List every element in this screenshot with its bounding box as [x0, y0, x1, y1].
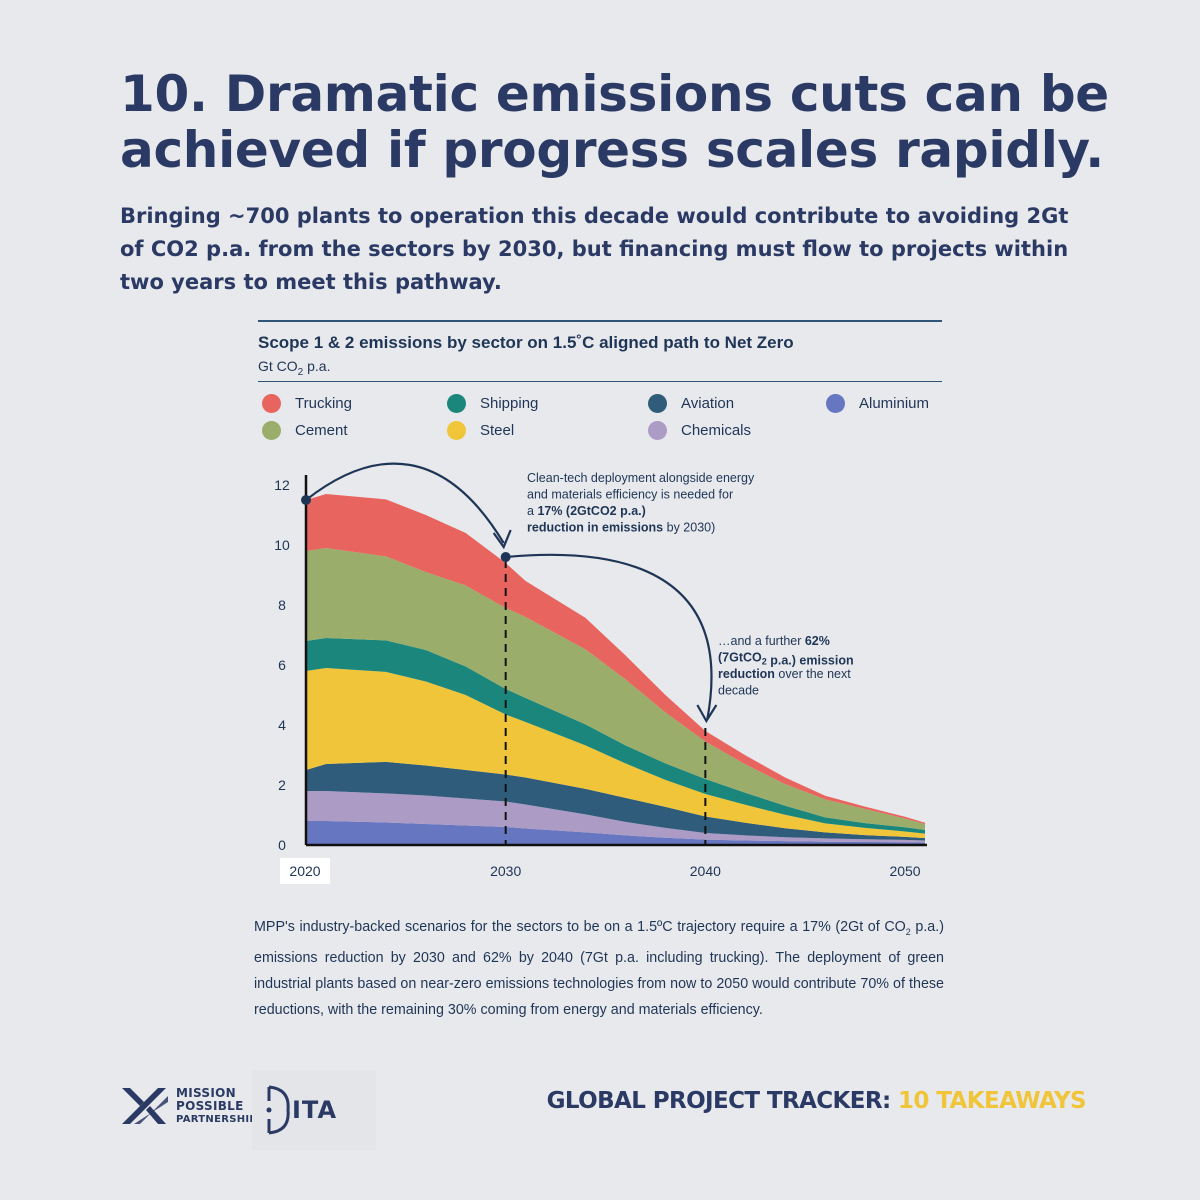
- annotation-2040-line-1: (7GtCO2 p.a.) emission: [718, 651, 854, 668]
- legend-swatch-shipping: [447, 394, 466, 413]
- legend-label-trucking: Trucking: [295, 395, 352, 412]
- y-tick-label-4: 4: [278, 717, 286, 733]
- annotation-2040-line-0: …and a further 62%: [718, 634, 830, 648]
- annotation-2040-line-3: decade: [718, 684, 759, 698]
- ita-logo: ITA: [252, 1070, 376, 1150]
- area-series-aviation: [306, 761, 925, 841]
- area-series-trucking: [306, 494, 925, 824]
- legend-label-cement: Cement: [295, 422, 348, 439]
- legend-item-steel: Steel: [447, 421, 514, 440]
- brand-main: GLOBAL PROJECT TRACKER:: [546, 1088, 899, 1114]
- area-series-chemicals: [306, 791, 925, 843]
- y-tick-label-2: 2: [278, 777, 286, 793]
- legend-swatch-aluminium: [826, 394, 845, 413]
- chart-unit: Gt CO2 p.a.: [258, 358, 331, 378]
- legend-item-shipping: Shipping: [447, 394, 538, 413]
- legend-label-steel: Steel: [480, 422, 515, 439]
- ita-bracket-icon: [266, 1085, 290, 1135]
- chart-footnote: MPP's industry-backed scenarios for the …: [254, 919, 944, 1018]
- area-series-cement: [306, 548, 925, 830]
- legend-label-aluminium: Aluminium: [859, 395, 930, 412]
- chart-legend: Trucking Shipping Aviation Aluminium Cem…: [262, 394, 952, 450]
- area-series-shipping: [306, 638, 925, 834]
- chart-top-rule: [258, 320, 942, 322]
- page-subheadline: Bringing ~700 plants to operation this d…: [120, 204, 1069, 294]
- legend-swatch-aviation: [648, 394, 667, 413]
- legend-item-chemicals: Chemicals: [648, 421, 751, 440]
- x-tick-label-2030: 2030: [490, 863, 521, 879]
- legend-swatch-chemicals: [648, 421, 667, 440]
- arrowhead-2030: [492, 529, 512, 550]
- x-tick-label-2020: 2020: [289, 863, 320, 879]
- area-series-steel: [306, 668, 925, 839]
- annotation-2030-line-3: reduction in emissions by 2030): [527, 521, 715, 535]
- legend-item-aluminium: Aluminium: [826, 394, 929, 413]
- legend-swatch-trucking: [262, 394, 281, 413]
- brand-tagline: GLOBAL PROJECT TRACKER: 10 TAKEAWAYS: [546, 1088, 1087, 1114]
- ita-logo-text: ITA: [292, 1096, 338, 1124]
- annotation-2040-line-2: reduction over the next: [718, 667, 851, 681]
- y-tick-label-6: 6: [278, 657, 286, 673]
- mpp-logo: MISSION POSSIBLE PARTNERSHIP: [120, 1082, 257, 1130]
- legend-item-trucking: Trucking: [262, 394, 352, 413]
- mpp-logo-text: MISSION POSSIBLE PARTNERSHIP: [176, 1085, 258, 1125]
- x-tick-label-2040: 2040: [690, 863, 721, 879]
- legend-item-cement: Cement: [262, 421, 348, 440]
- brand-accent: 10 TAKEAWAYS: [898, 1088, 1087, 1114]
- annotation-2030-line-0: Clean-tech deployment alongside energy: [527, 471, 755, 485]
- legend-swatch-cement: [262, 421, 281, 440]
- legend-label-aviation: Aviation: [681, 395, 735, 412]
- arrow-2020-2030: [305, 462, 505, 544]
- y-tick-label-8: 8: [278, 597, 286, 613]
- y-tick-label-12: 12: [274, 477, 290, 493]
- chart-title: Scope 1 & 2 emissions by sector on 1.5˚C…: [258, 333, 794, 352]
- legend-item-aviation: Aviation: [648, 394, 734, 413]
- legend-label-chemicals: Chemicals: [681, 422, 752, 439]
- x-tick-label-2050: 2050: [889, 863, 920, 879]
- y-tick-label-10: 10: [274, 537, 290, 553]
- chart-header-rule: [258, 381, 942, 382]
- page-headline: 10. Dramatic emissions cuts can be achie…: [120, 65, 1109, 179]
- x-tick-highlight-2020: [280, 858, 330, 884]
- annotation-2030-line-1: and materials efficiency is needed for: [527, 488, 733, 502]
- mpp-x-icon: [122, 1088, 168, 1124]
- arrowhead-2040: [696, 704, 718, 724]
- arrow-2030-2040: [505, 553, 713, 720]
- annotation-2030-line-2: a 17% (2GtCO2 p.a.): [527, 504, 646, 518]
- legend-label-shipping: Shipping: [480, 395, 539, 412]
- y-tick-label-0: 0: [278, 837, 286, 853]
- legend-swatch-steel: [447, 421, 466, 440]
- area-series-aluminium: [306, 821, 925, 845]
